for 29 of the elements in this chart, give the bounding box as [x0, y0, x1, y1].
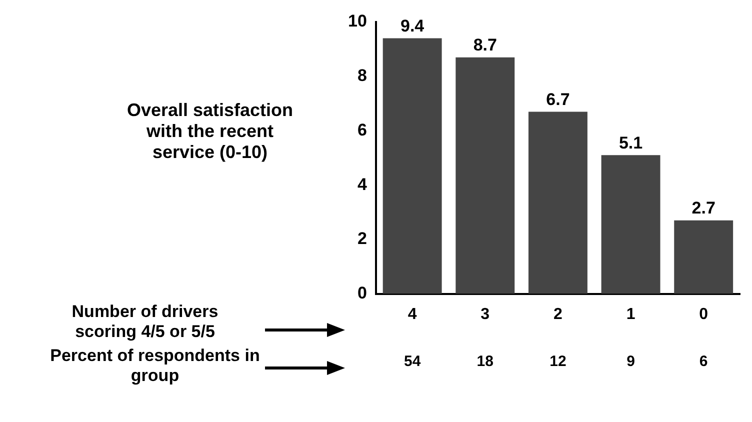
data-label: 5.1: [618, 133, 643, 152]
y-tick-label: 2: [357, 229, 367, 248]
text: 9: [626, 352, 635, 370]
data-label: 8.7: [473, 36, 497, 55]
text: Number of drivers scoring 4/5 or 5/5: [70, 302, 220, 342]
bar: [456, 57, 515, 294]
y-tick-label: 4: [357, 174, 368, 194]
text: 54: [404, 352, 422, 370]
y-tick-label: 10: [348, 12, 367, 31]
text: 18: [476, 352, 494, 370]
x-tick-label: 0: [699, 306, 708, 323]
text: 6: [699, 352, 708, 370]
x-tick-label: 2: [554, 306, 562, 323]
bar: [601, 155, 660, 294]
x-tick-label: 3: [480, 306, 490, 323]
bar: [674, 220, 734, 294]
data-label: 9.4: [400, 16, 425, 36]
bar: [382, 38, 442, 294]
bar: [528, 112, 588, 294]
y-tick-label: 6: [357, 120, 367, 140]
y-tick-label: 0: [357, 283, 367, 302]
x-tick-label: 1: [626, 306, 636, 323]
data-label: 6.7: [546, 90, 570, 109]
y-axis-title: Overall satisfaction with the recent service (0-10): [126, 100, 294, 163]
text: 12: [550, 352, 566, 370]
x-tick-label: 4: [408, 306, 417, 323]
y-tick-label: 8: [357, 66, 367, 86]
data-label: 2.7: [692, 198, 716, 218]
text: Percent of respondents in group: [50, 346, 260, 386]
